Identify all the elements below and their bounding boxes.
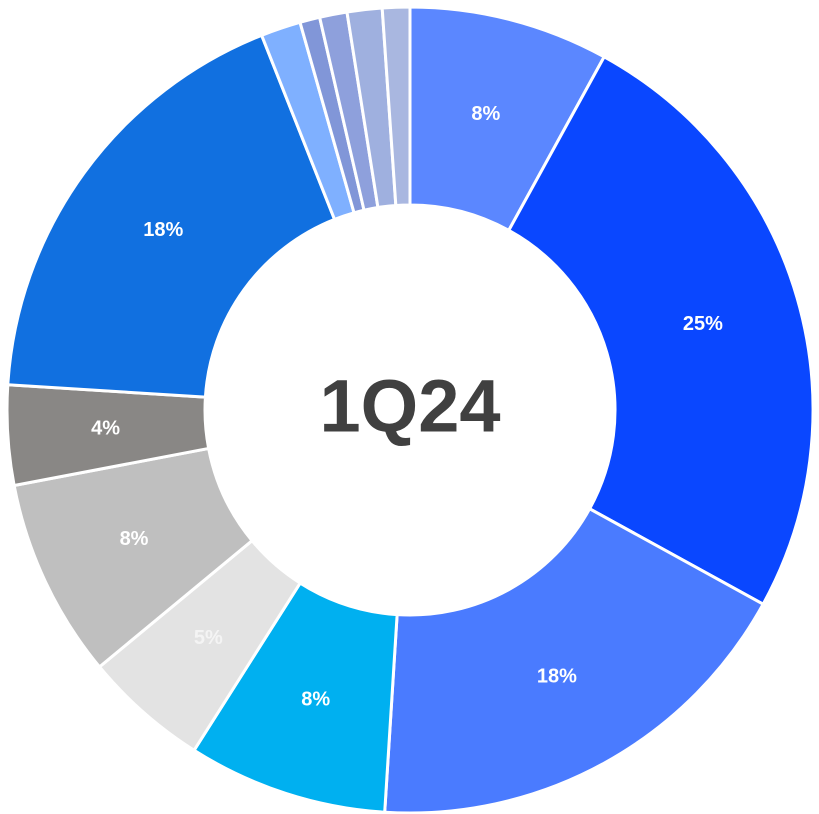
data-label: 25%: [683, 313, 723, 335]
data-label: 18%: [537, 666, 577, 688]
slice: [380, 5, 412, 208]
slice: [383, 506, 766, 814]
data-label: 4%: [91, 417, 120, 439]
slice: [6, 33, 337, 399]
data-label: 18%: [143, 219, 183, 241]
data-label: 5%: [194, 627, 223, 649]
center-label: 1Q24: [319, 365, 500, 448]
labels: 8% 25% 18% 8% 5% 8% 4% 18%: [91, 103, 723, 710]
data-label: 8%: [301, 688, 330, 710]
data-label: 8%: [471, 103, 500, 125]
slices: [5, 5, 815, 814]
data-label: 8%: [120, 528, 149, 550]
slice: [506, 54, 815, 607]
